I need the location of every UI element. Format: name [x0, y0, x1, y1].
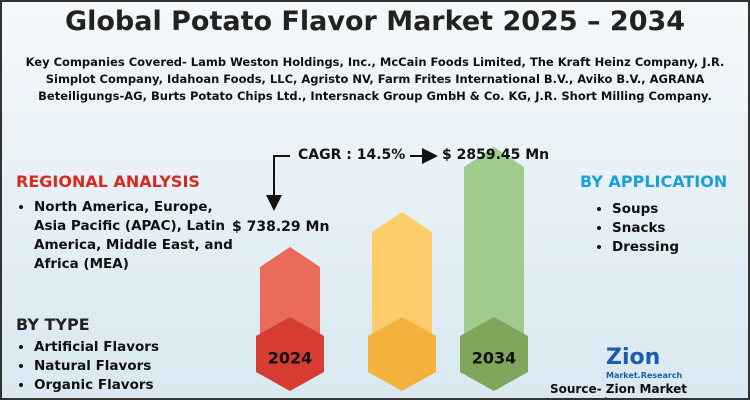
hexagon-2034 — [460, 317, 528, 391]
pillar-middle — [372, 212, 432, 342]
application-heading: BY APPLICATION — [580, 172, 728, 191]
title: Global Potato Flavor Market 2025 – 2034 — [64, 6, 686, 37]
type-heading: BY TYPE — [16, 315, 90, 334]
pillar-2024 — [260, 247, 320, 342]
list-item: Soups — [612, 200, 679, 219]
regional-list: North America, Europe, Asia Pacific (APA… — [16, 198, 234, 274]
list-item: Natural Flavors — [34, 357, 159, 376]
start-value: $ 738.29 Mn — [232, 219, 330, 235]
list-item: Snacks — [612, 219, 679, 238]
start-year: 2024 — [268, 349, 313, 368]
list-item: North America, Europe, Asia Pacific (APA… — [34, 198, 234, 274]
type-list: Artificial FlavorsNatural FlavorsOrganic… — [16, 338, 159, 395]
source: Source- Zion Market Research — [550, 382, 688, 398]
end-value: $ 2859.45 Mn — [442, 147, 550, 163]
list-item: Organic Flavors — [34, 376, 159, 395]
arrow-down — [266, 155, 290, 211]
logo-tagline: Market.Research — [606, 371, 683, 380]
pillar-2034 — [464, 147, 524, 342]
subtitle: Key Companies Covered- Lamb Weston Holdi… — [25, 55, 725, 103]
list-item: Artificial Flavors — [34, 338, 159, 357]
logo-name: Zion — [606, 345, 660, 370]
hexagon-middle — [368, 317, 436, 391]
regional-heading: REGIONAL ANALYSIS — [16, 172, 200, 191]
list-item: Dressing — [612, 238, 679, 257]
hexagon-2024 — [256, 317, 324, 391]
end-year: 2034 — [472, 349, 517, 368]
application-list: SoupsSnacksDressing — [594, 200, 679, 257]
cagr: CAGR : 14.5% — [298, 147, 406, 163]
